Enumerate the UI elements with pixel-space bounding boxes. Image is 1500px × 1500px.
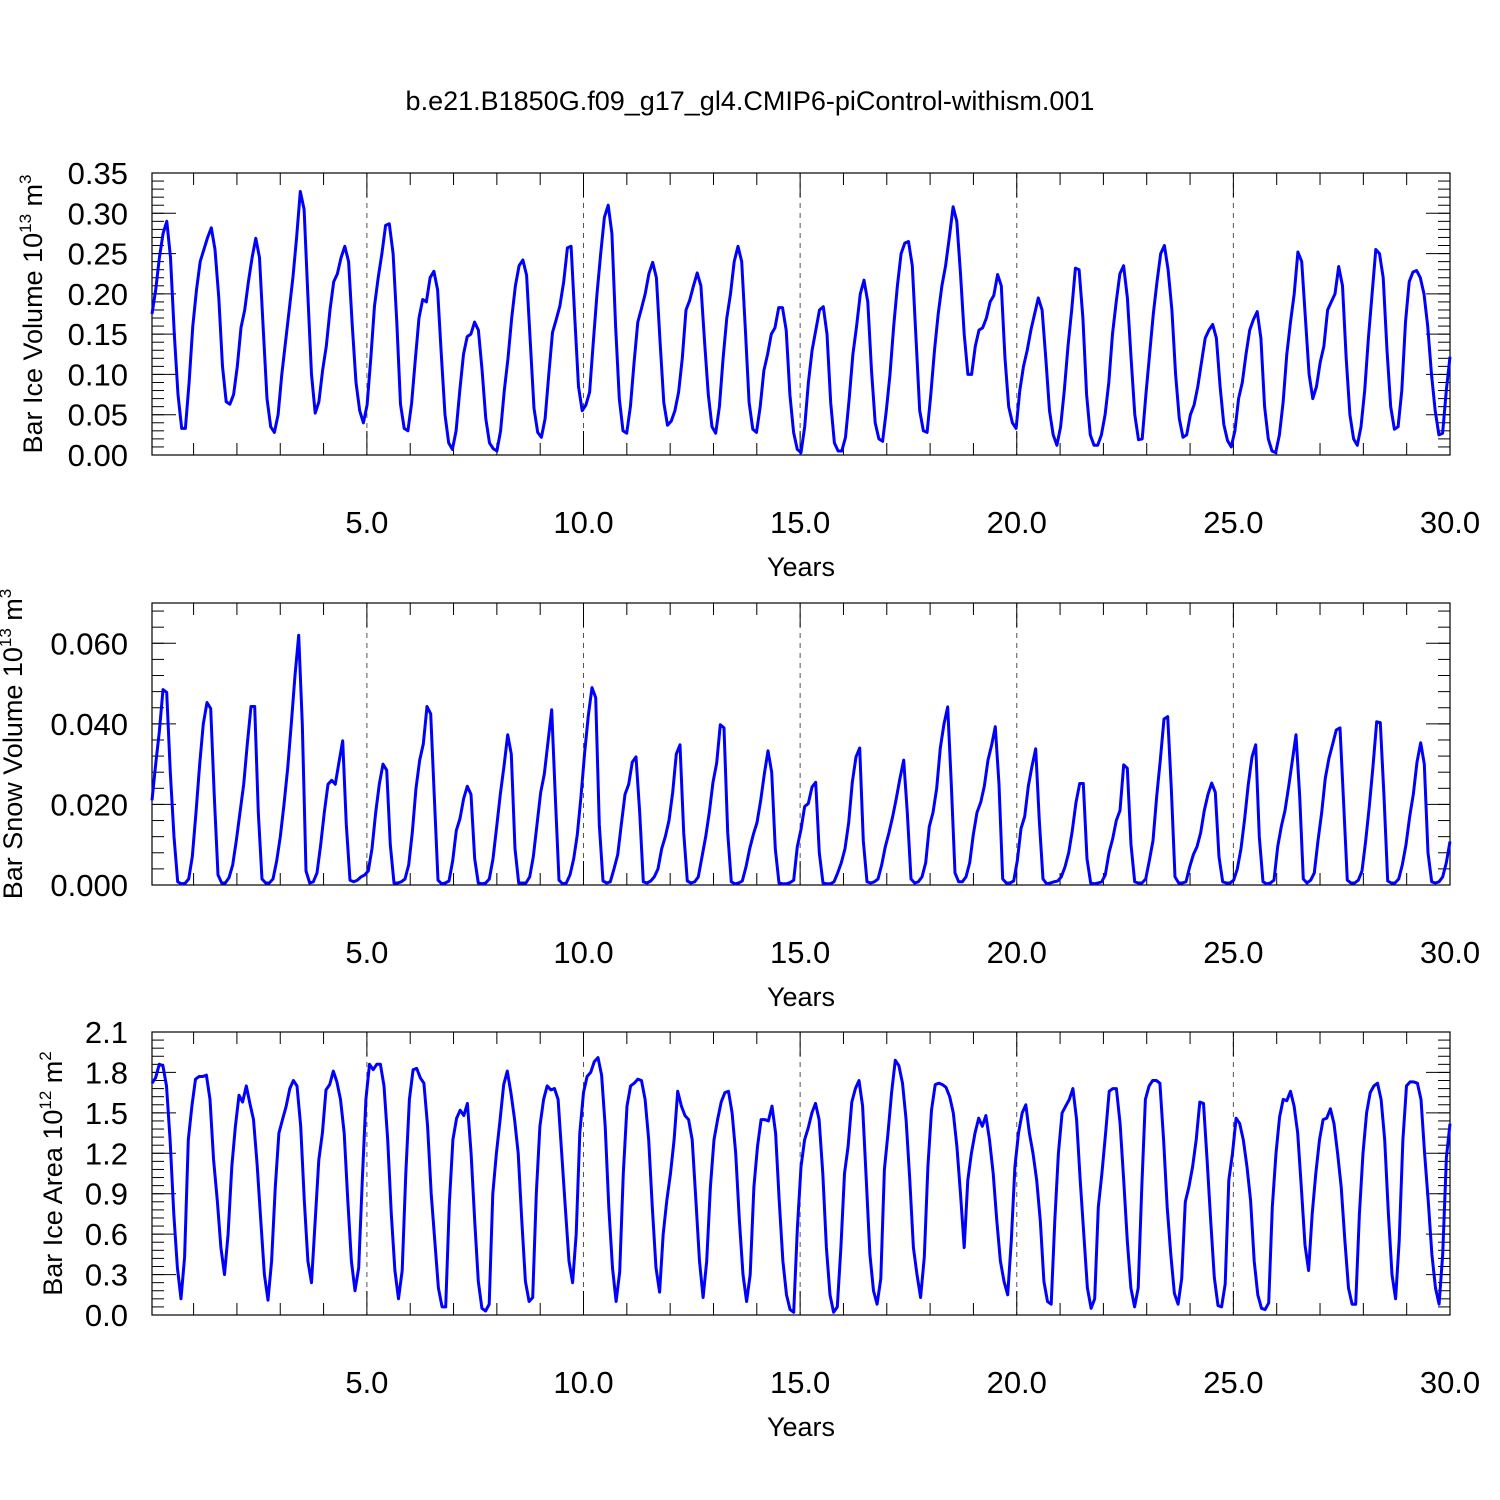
y-tick-label: 0.040 — [50, 707, 128, 742]
y-axis-label: Bar Snow Volume 1013 m3 — [0, 589, 28, 900]
x-tick-label: 15.0 — [770, 935, 830, 970]
panel-snow-volume: 0.000 0.020 0.040 0.060 5.0 10.0 15.0 20.0 25.0 3… — [0, 589, 1480, 1012]
x-tick-label: 30.0 — [1420, 1365, 1480, 1400]
y-tick-label: 2.1 — [85, 1015, 128, 1050]
plot-frame — [151, 602, 1451, 886]
x-tick-label: 30.0 — [1420, 505, 1480, 540]
y-tick-label: 1.2 — [85, 1136, 128, 1171]
x-axis-label: Years — [767, 982, 835, 1012]
y-tick-label: 0.35 — [68, 156, 128, 191]
plot-frame — [151, 1031, 1451, 1316]
x-tick-label: 25.0 — [1203, 1365, 1263, 1400]
y-tick-label: 0.9 — [85, 1177, 128, 1212]
x-tick-label: 25.0 — [1203, 505, 1263, 540]
chart-panels: 0.00 0.05 0.10 0.15 0.20 0.25 0.30 0.35 5.0 10.0 1… — [0, 156, 1480, 1442]
y-tick-label: 0.00 — [68, 438, 128, 473]
y-tick-label: 0.020 — [50, 787, 128, 822]
y-tick-label: 0.0 — [85, 1298, 128, 1333]
y-tick-label: 1.8 — [85, 1055, 128, 1090]
y-tick-label: 1.5 — [85, 1096, 128, 1131]
x-axis-label: Years — [767, 1412, 835, 1442]
figure-title: b.e21.B1850G.f09_g17_gl4.CMIP6-piControl… — [406, 86, 1095, 116]
x-tick-label: 10.0 — [553, 935, 613, 970]
series-line-ice-volume — [150, 190, 1452, 455]
x-tick-label: 5.0 — [345, 505, 388, 540]
y-tick-label: 0.20 — [68, 277, 128, 312]
y-axis-label: Bar Ice Volume 1013 m3 — [16, 174, 48, 453]
x-tick-label: 5.0 — [345, 935, 388, 970]
x-tick-label: 15.0 — [770, 505, 830, 540]
x-tick-label: 5.0 — [345, 1365, 388, 1400]
x-tick-label: 10.0 — [553, 505, 613, 540]
panel-ice-volume: 0.00 0.05 0.10 0.15 0.20 0.25 0.30 0.35 5.0 10.0 1… — [16, 156, 1480, 582]
y-tick-label: 0.30 — [68, 196, 128, 231]
y-tick-label: 0.05 — [68, 398, 128, 433]
x-tick-label: 30.0 — [1420, 935, 1480, 970]
series-line-snow-volume — [150, 633, 1452, 886]
series-line-ice-area — [150, 1056, 1452, 1314]
y-tick-label: 0.25 — [68, 237, 128, 272]
x-tick-label: 20.0 — [987, 505, 1047, 540]
x-axis-label: Years — [767, 552, 835, 582]
x-tick-label: 20.0 — [987, 1365, 1047, 1400]
y-tick-label: 0.3 — [85, 1258, 128, 1293]
y-tick-label: 0.10 — [68, 357, 128, 392]
x-tick-label: 15.0 — [770, 1365, 830, 1400]
y-tick-label: 0.15 — [68, 317, 128, 352]
x-tick-label: 20.0 — [987, 935, 1047, 970]
x-tick-label: 10.0 — [553, 1365, 613, 1400]
y-tick-label: 0.060 — [50, 626, 128, 661]
y-tick-label: 0.000 — [50, 868, 128, 903]
x-tick-label: 25.0 — [1203, 935, 1263, 970]
y-axis-label: Bar Ice Area 1012 m2 — [36, 1051, 68, 1296]
y-tick-label: 0.6 — [85, 1217, 128, 1252]
panel-ice-area: 0.0 0.3 0.6 0.9 1.2 1.5 1.8 2.1 5.0 10.0 15.0 20.0 2… — [36, 1015, 1480, 1442]
